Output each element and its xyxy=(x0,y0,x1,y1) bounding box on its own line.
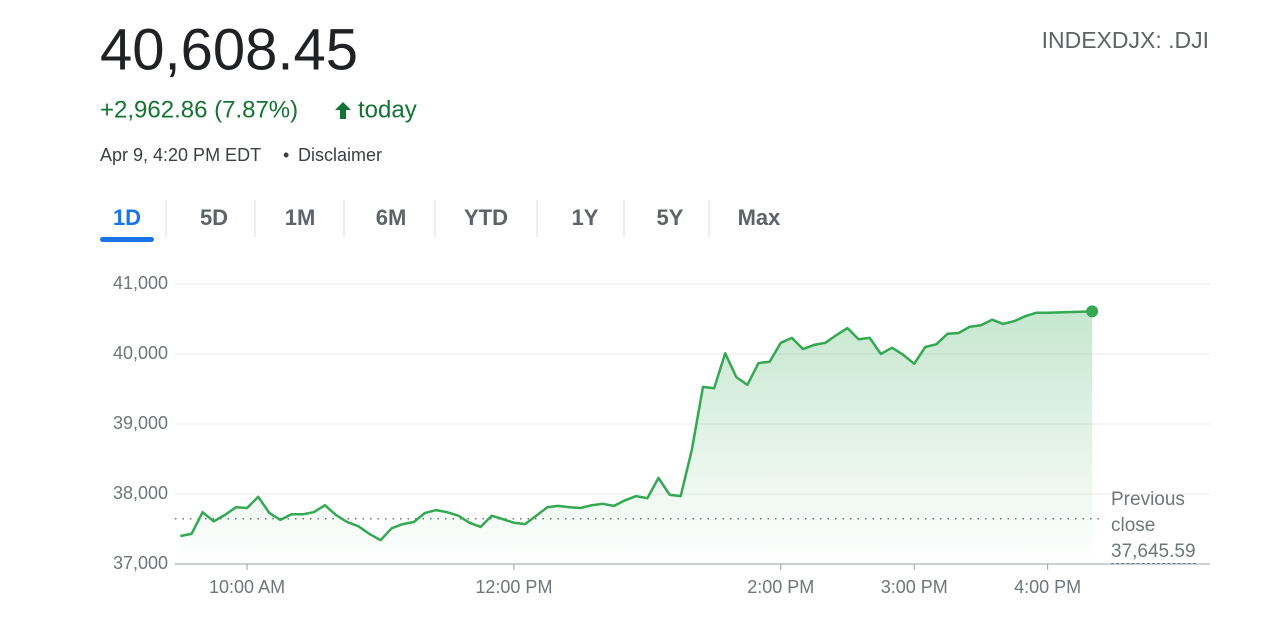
previous-close-text: Previous close xyxy=(1111,489,1185,536)
tab-indicator xyxy=(100,237,154,242)
tabs: 1D 5D 1M 6M YTD 1Y 5Y Max xyxy=(100,200,781,242)
x-tick-label: 4:00 PM xyxy=(1014,577,1081,597)
chart: 37,000 38,000 39,000 40,000 41,000 10:00 AM 12… xyxy=(113,273,1210,597)
tab[interactable]: YTD xyxy=(464,205,508,230)
change-suffix: today xyxy=(358,96,417,123)
y-tick-label: 38,000 xyxy=(113,483,168,503)
tab[interactable]: Max xyxy=(738,205,782,230)
tab[interactable]: 6M xyxy=(376,205,407,230)
price: 40,608.45 xyxy=(100,17,358,82)
previous-close-value: 37,645.59 xyxy=(1111,541,1196,564)
up-arrow xyxy=(335,102,351,119)
y-tick-label: 40,000 xyxy=(113,343,168,363)
tab[interactable]: 1Y xyxy=(572,205,599,230)
x-tick-label: 3:00 PM xyxy=(881,577,948,597)
separator-dot: • xyxy=(283,145,289,165)
tab[interactable]: 1D xyxy=(113,205,141,230)
tab[interactable]: 5Y xyxy=(657,205,684,230)
x-tick-label: 2:00 PM xyxy=(747,577,814,597)
y-tick-label: 37,000 xyxy=(113,553,168,573)
previous-close: Previous close 37,645.59 xyxy=(1111,487,1211,565)
last-point xyxy=(1086,305,1099,318)
x-tick-label: 10:00 AM xyxy=(209,577,285,597)
y-tick-label: 39,000 xyxy=(113,413,168,433)
y-tick-label: 41,000 xyxy=(113,273,168,293)
tab[interactable]: 5D xyxy=(200,205,228,230)
tab[interactable]: 1M xyxy=(285,205,316,230)
timestamp: Apr 9, 4:20 PM EDT xyxy=(100,145,261,165)
x-tick-label: 12:00 PM xyxy=(475,577,552,597)
ticker: INDEXDJX: .DJI xyxy=(1042,27,1209,53)
disclaimer[interactable]: Disclaimer xyxy=(298,145,382,165)
change: +2,962.86 (7.87%) xyxy=(100,96,298,123)
price-line xyxy=(180,310,1093,542)
area xyxy=(180,311,1093,564)
